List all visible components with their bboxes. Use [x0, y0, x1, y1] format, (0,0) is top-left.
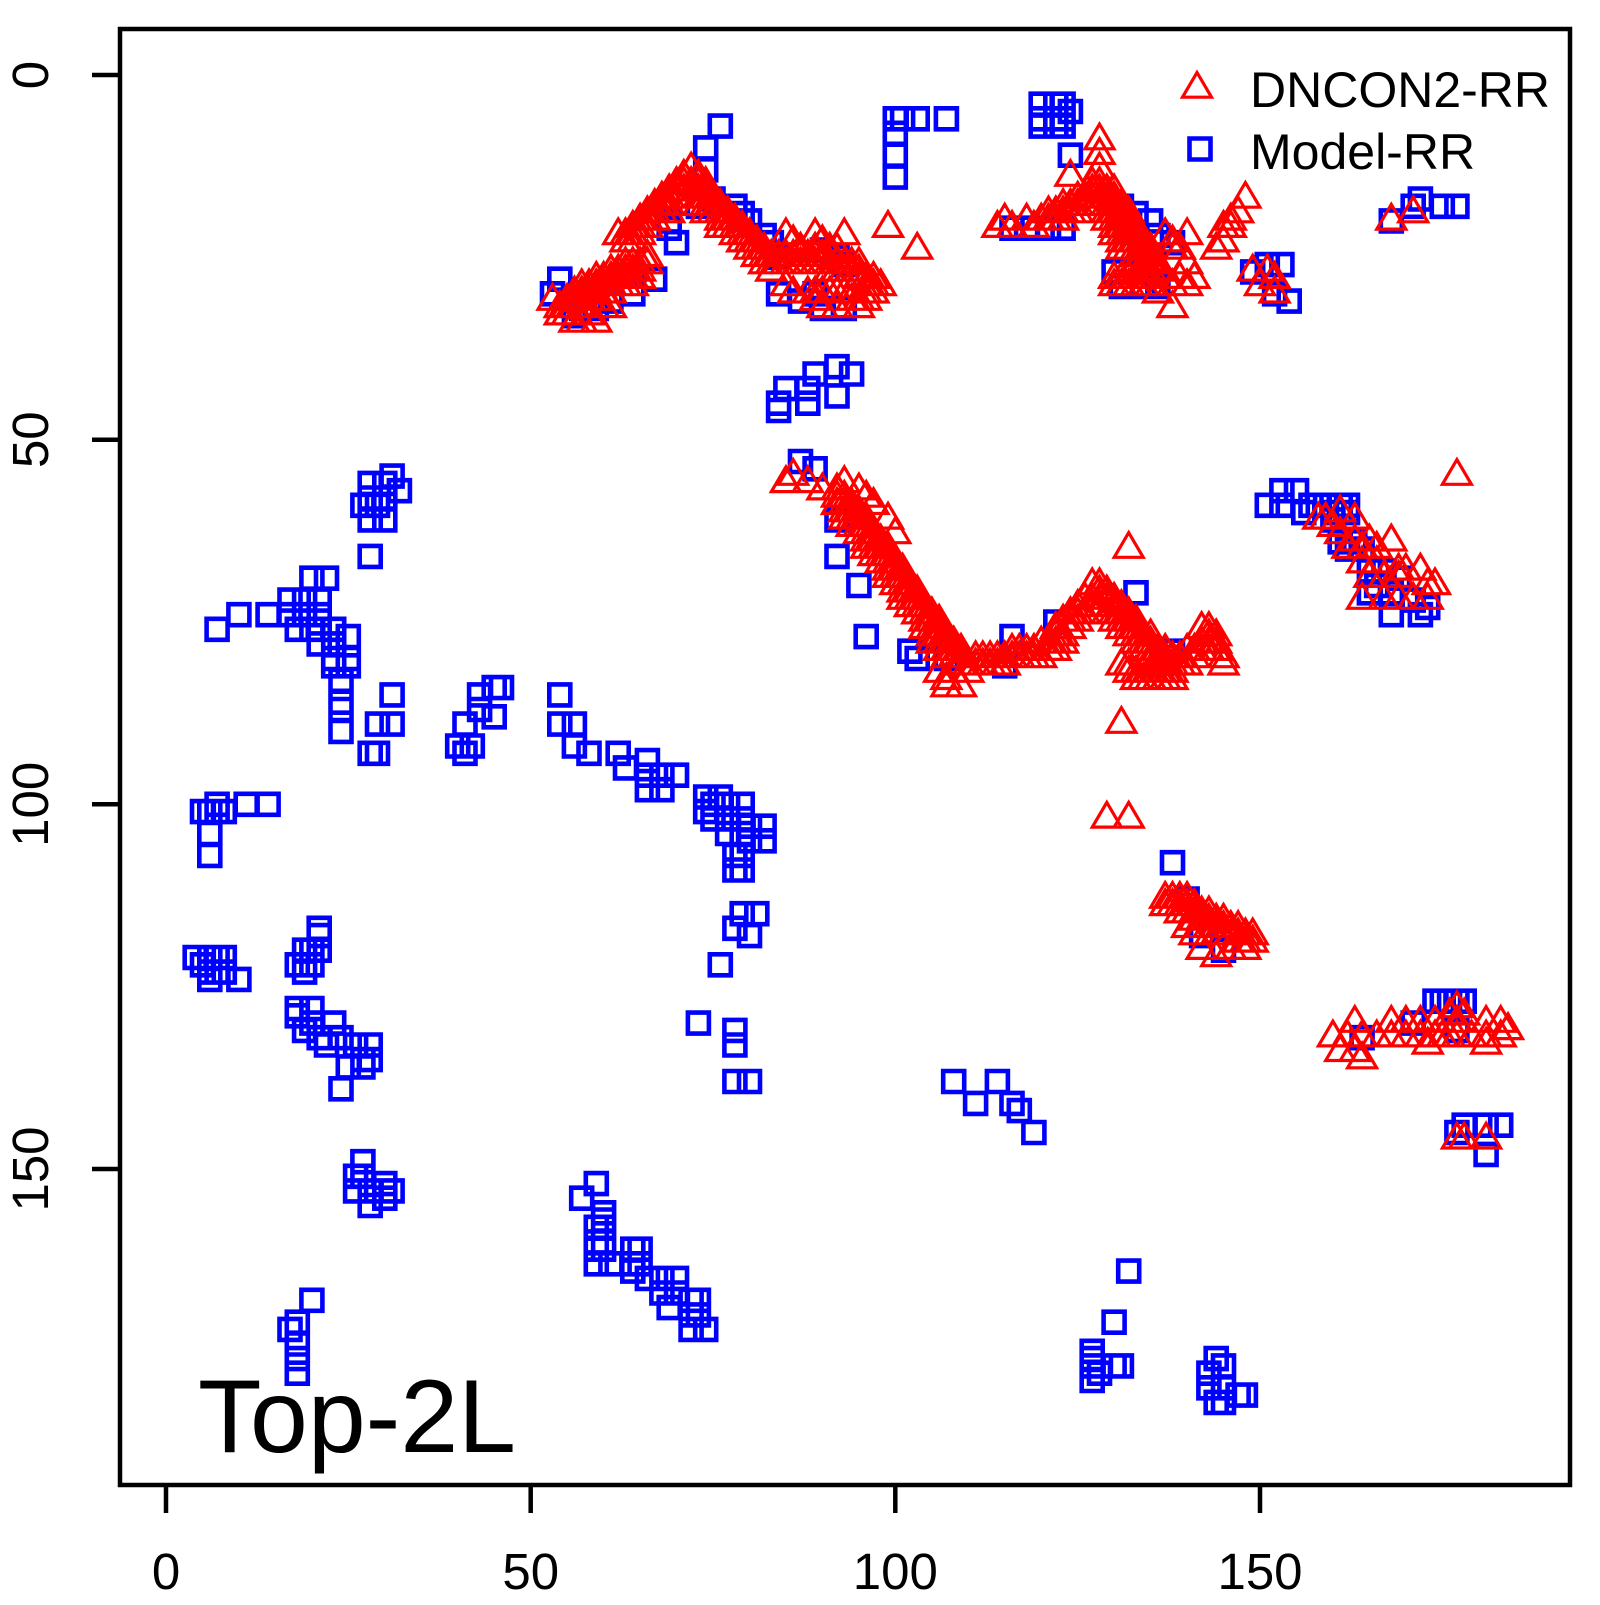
svg-text:50: 50	[2, 411, 59, 468]
svg-text:150: 150	[2, 1126, 59, 1211]
svg-text:0: 0	[2, 61, 59, 89]
svg-text:100: 100	[2, 762, 59, 847]
svg-text:Top-2L: Top-2L	[198, 1359, 516, 1475]
svg-text:Model-RR: Model-RR	[1250, 124, 1475, 180]
svg-text:150: 150	[1217, 1543, 1302, 1600]
svg-text:100: 100	[853, 1543, 938, 1600]
svg-text:DNCON2-RR: DNCON2-RR	[1250, 62, 1550, 118]
svg-text:50: 50	[502, 1543, 559, 1600]
svg-text:0: 0	[152, 1543, 180, 1600]
